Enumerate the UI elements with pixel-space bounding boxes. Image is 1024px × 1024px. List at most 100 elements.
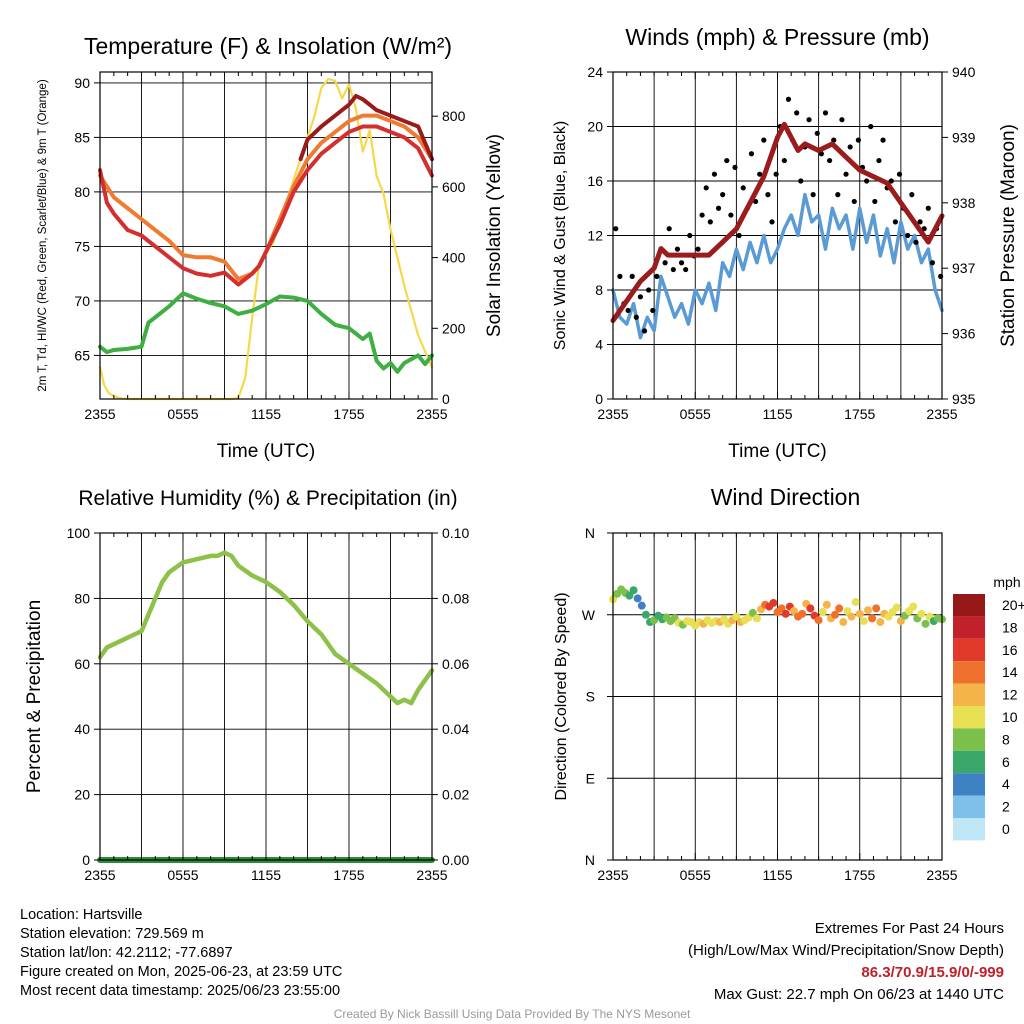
gust-point [909,192,915,198]
gust-point [674,246,681,252]
colorbar-label: 6 [1002,754,1010,770]
temp-2m-line [98,124,434,287]
gust-point [868,123,874,130]
wind-direction-point [769,598,778,607]
wdir-chart-title: Wind Direction [711,484,861,510]
wind-direction-point [872,604,881,613]
gust-point [728,212,734,218]
wind-panel-ytick-label: 16 [587,173,603,189]
wind-panel-y2tick-label: 937 [952,260,976,276]
colorbar-swatch [953,661,985,684]
gust-point [826,157,833,164]
colorbar-swatch [953,773,985,796]
temp-panel-xtick-label: 1755 [333,406,364,422]
gust-point [843,171,849,177]
colorbar-swatch [953,795,985,818]
gust-point [794,110,800,116]
gust-point [896,171,903,177]
gust-point [711,171,718,177]
gust-point [864,178,870,184]
gust-point [876,157,882,164]
wind-panel-y2tick-label: 936 [952,326,976,342]
wind-direction-point [732,612,741,621]
wind-direction-point [629,586,638,595]
wind-direction-point [633,594,642,603]
wind-direction-point [752,614,761,623]
rh-panel-ytick-label: 80 [74,590,90,606]
wind-direction-point [781,609,790,618]
wind-direction-point [822,600,831,609]
temp-y2-axis-label: Solar Insolation (Yellow) [484,134,505,337]
colorbar-swatch [953,750,985,774]
gust-point [839,117,845,123]
gust-point [732,164,738,170]
gust-point [822,110,829,116]
rh-chart-title: Relative Humidity (%) & Precipitation (i… [78,487,457,510]
wind-direction-point [831,610,840,619]
latlon-text: Station lat/lon: 42.2112; -77.6897 [20,945,233,961]
gust-point [687,232,693,239]
gust-point [888,178,894,184]
wind-direction-point [839,618,848,627]
wdir-panel-xtick-label: 1155 [762,867,792,883]
temp-panel-ytick-label: 75 [74,238,90,254]
temp-panel-xtick-label: 2355 [84,406,115,422]
rh-panel-ytick-label: 0 [82,852,90,868]
rh-panel-xtick-label: 1155 [251,867,281,883]
gust-point [781,157,787,164]
gust-point [666,226,672,232]
wind-panel-xtick-label: 2355 [597,406,628,422]
credit-text: Created By Nick Bassill Using Data Provi… [333,1007,691,1021]
wind-direction-point [876,618,885,627]
gust-point [925,205,931,211]
wind-panel-y2tick-label: 938 [952,195,976,211]
rh-panel-y2tick-label: 0.00 [442,852,469,868]
extremes-values: 86.3/70.9/15.9/0/-999 [861,964,1004,981]
wind-panel-y2tick-label: 940 [952,64,976,80]
rh-panel-y2tick-label: 0.10 [442,525,469,541]
temp-panel-ytick-label: 65 [74,347,90,363]
colorbar-swatch [953,818,985,841]
wind-direction-point [863,606,872,615]
colorbar-label: 14 [1002,664,1018,680]
gust-point [670,266,676,273]
gust-point [831,137,837,143]
gust-point [646,287,652,293]
wind-panel-ytick-label: 12 [587,228,603,244]
max-gust-text: Max Gust: 22.7 mph On 06/23 at 1440 UTC [713,986,1004,1003]
wind-panel-xtick-label: 1155 [762,406,792,422]
gust-point [872,198,878,205]
wind-panel-ytick-label: 4 [595,337,603,353]
wdir-panel-xtick-label: 2355 [597,867,628,883]
colorbar-label: 2 [1002,799,1010,815]
rh-panel-y2tick-label: 0.04 [442,721,469,737]
sonic-wind-line [611,192,944,340]
wdir-panel-xtick-label: 2355 [926,867,957,883]
wind-direction-point [909,602,918,611]
temp-panel-y2tick-label: 200 [442,320,466,336]
colorbar-swatch [953,728,985,751]
colorbar-label: 10 [1002,709,1018,725]
wind-panel-xtick-label: 2355 [926,406,957,422]
temp-x-axis-label: Time (UTC) [217,441,316,462]
heat-index-line [298,93,434,162]
wind-direction-point [625,591,634,600]
gust-point [913,239,919,245]
rh-panel-xtick-label: 0555 [167,867,198,883]
wind-chart-title: Winds (mph) & Pressure (mb) [625,24,929,50]
gust-point [703,185,709,191]
gust-point [757,171,763,177]
gust-point [880,137,886,143]
wind-panel-ytick-label: 0 [595,391,603,407]
gust-point [637,294,644,300]
wdir-panel-ytick-label: S [586,689,595,705]
temp-panel-ytick-label: 80 [74,184,90,200]
gust-point [625,307,631,314]
wind-panel-ytick-label: 20 [587,119,603,135]
rh-y-axis-label: Percent & Precipitation [24,600,45,793]
wind-direction-point [777,604,786,613]
gust-point [678,260,685,266]
rh-panel-xtick-label: 1755 [333,867,364,883]
wind-y-axis-label: Sonic Wind & Gust (Blue, Black) [552,121,569,350]
extremes-subtitle: (High/Low/Max Wind/Precipitation/Snow De… [688,942,1004,959]
